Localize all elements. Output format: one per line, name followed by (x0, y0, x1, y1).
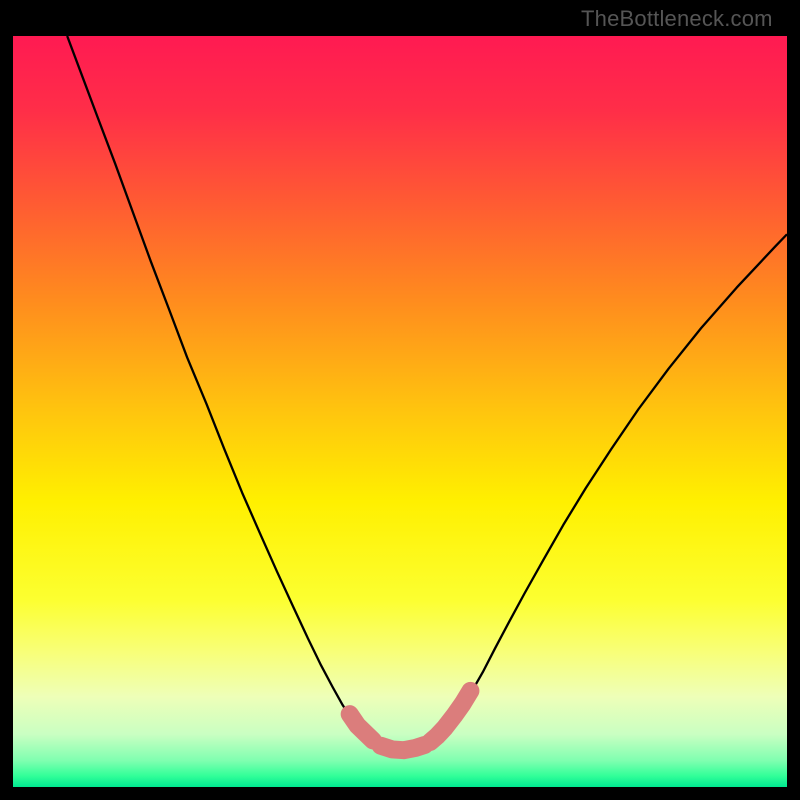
overlay-group (350, 691, 471, 750)
plot-area (13, 36, 787, 787)
overlay-segment-0 (350, 714, 373, 740)
chart-canvas: TheBottleneck.com (0, 0, 800, 800)
frame-left (0, 0, 13, 800)
frame-bottom (0, 787, 800, 800)
overlay-segment-1 (381, 745, 425, 750)
overlay-segment-2 (430, 691, 470, 742)
main-curve (67, 36, 787, 751)
curve-layer (13, 36, 787, 787)
frame-right (787, 0, 800, 800)
watermark-text: TheBottleneck.com (581, 6, 773, 32)
